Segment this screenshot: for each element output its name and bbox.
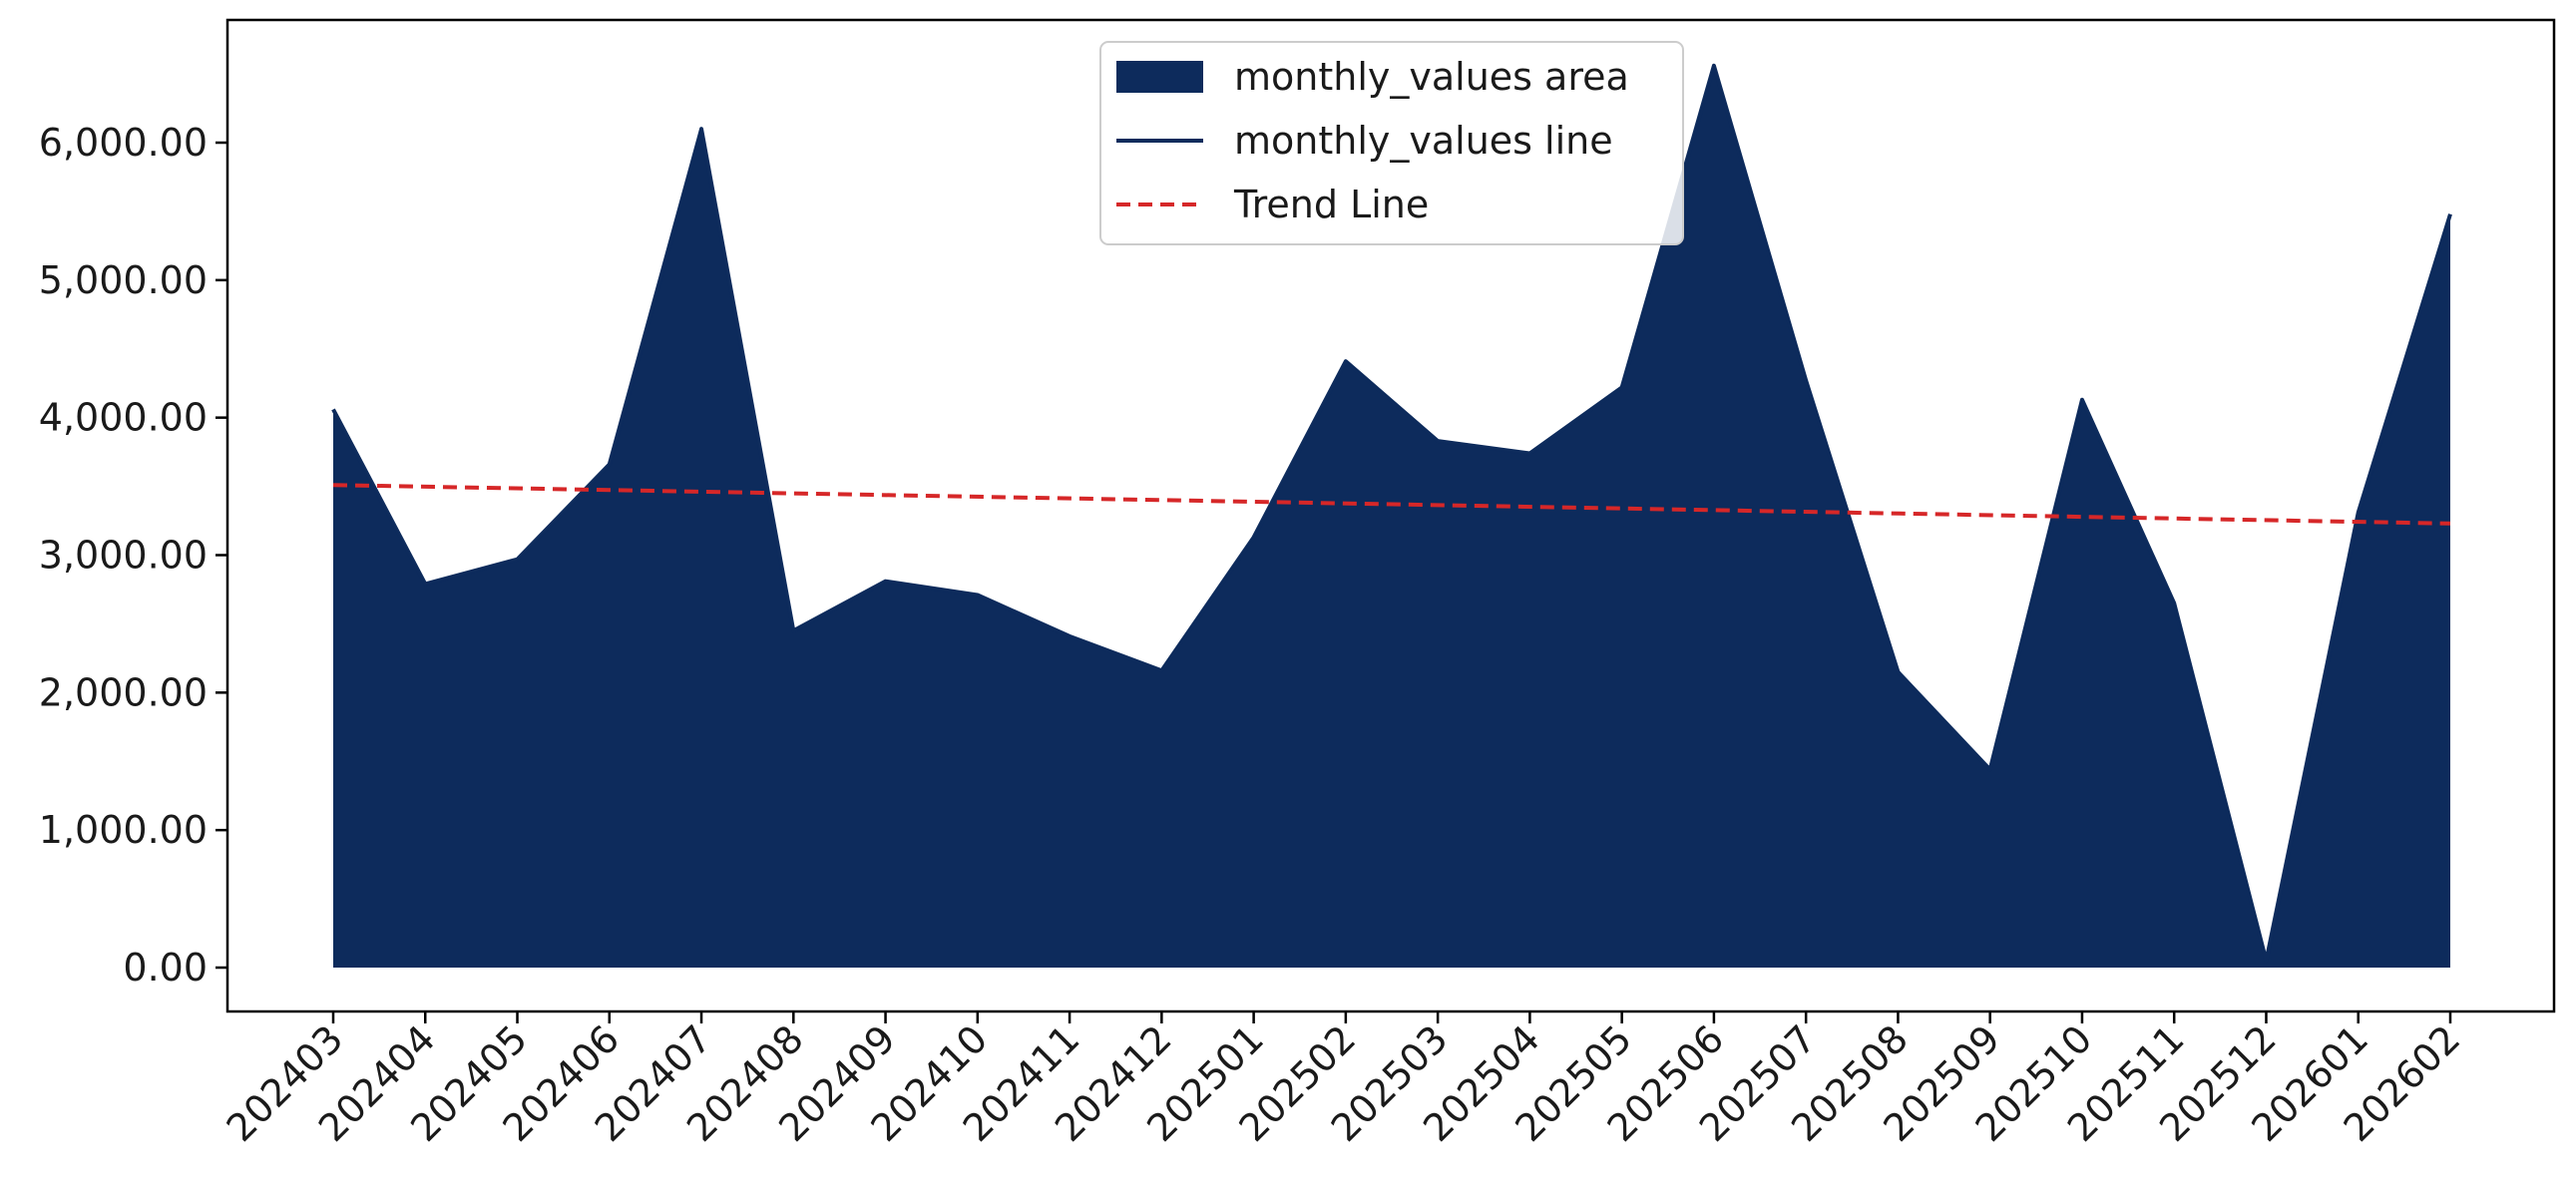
y-tick-label: 0.00 <box>123 946 208 990</box>
y-tick-label: 3,000.00 <box>39 534 208 578</box>
line-series <box>331 63 2452 964</box>
plot-frame <box>225 18 2556 1013</box>
legend-box <box>1099 41 1684 245</box>
legend-swatch-area <box>1116 61 1203 93</box>
y-tick-label: 5,000.00 <box>39 258 208 302</box>
y-tick-label: 2,000.00 <box>39 670 208 714</box>
legend-label: Trend Line <box>1233 183 1429 226</box>
trend-line <box>332 483 2451 526</box>
legend-label: monthly_values line <box>1234 119 1613 163</box>
legend-label: monthly_values area <box>1234 55 1629 99</box>
y-tick-label: 1,000.00 <box>39 808 208 852</box>
y-tick-label: 6,000.00 <box>39 121 208 165</box>
area-series <box>333 65 2450 968</box>
y-tick-label: 4,000.00 <box>39 396 208 440</box>
